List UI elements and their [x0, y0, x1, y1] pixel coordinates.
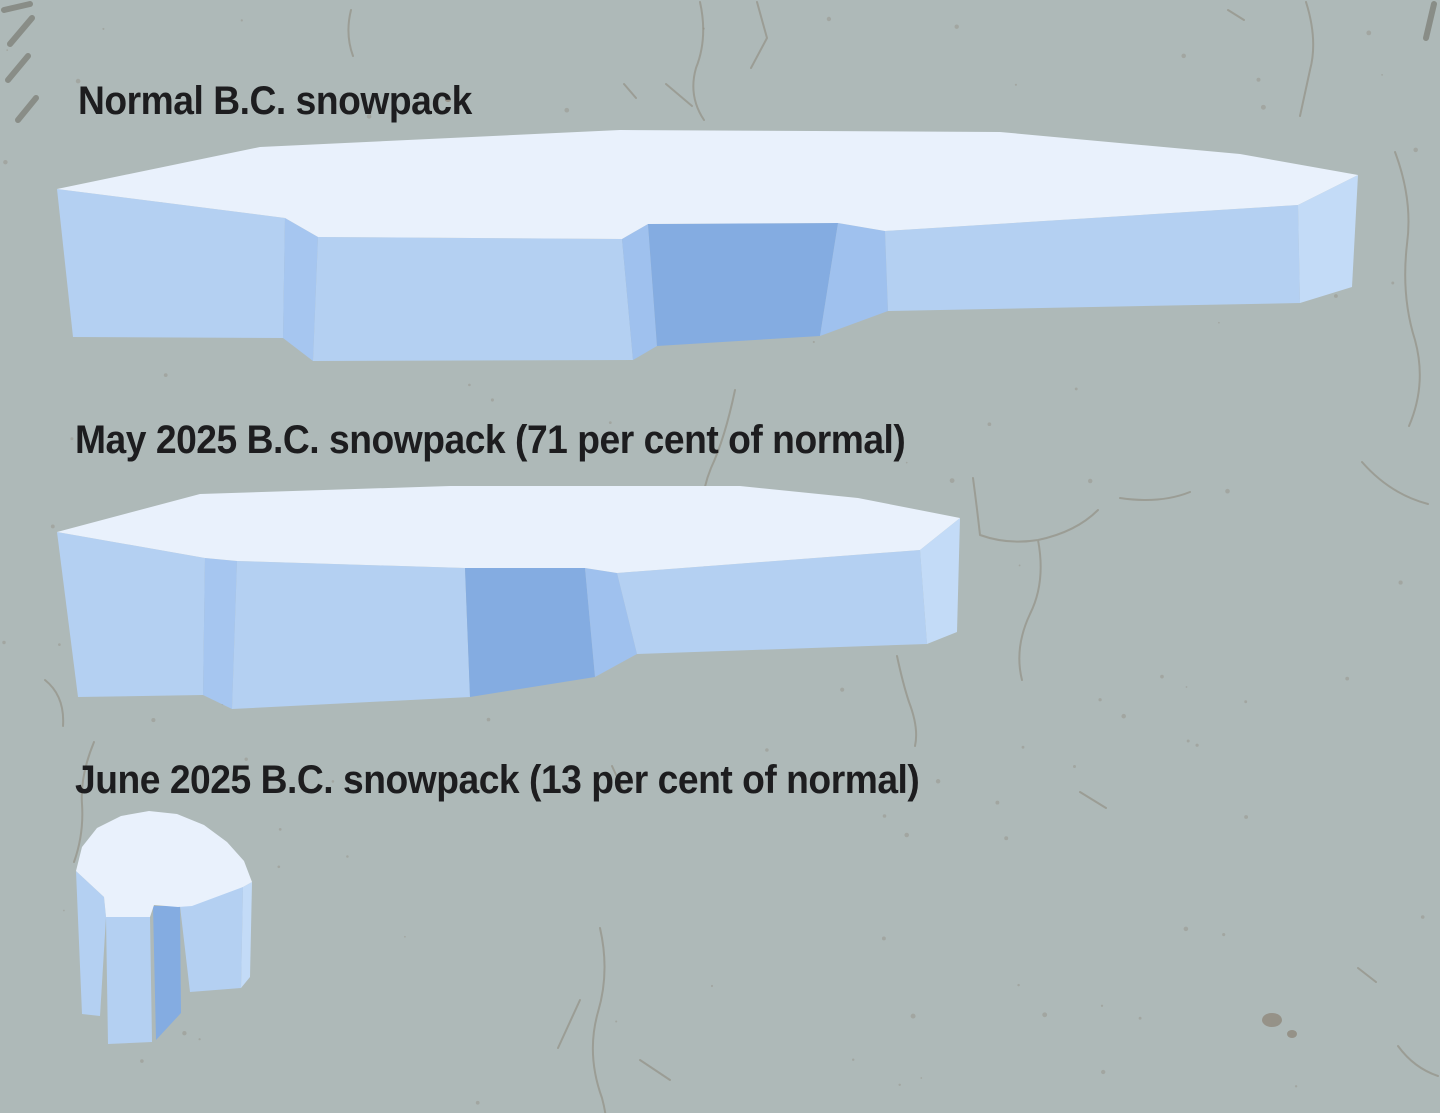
- facet-left-narrow: [283, 218, 318, 361]
- facet-mid-left: [313, 237, 633, 361]
- top-surface: [57, 130, 1358, 239]
- label-normal-snowpack: Normal B.C. snowpack: [78, 79, 472, 123]
- snowpack-may-2025-illustration: [57, 486, 960, 709]
- facet-right-end: [241, 882, 252, 988]
- facet-dark-center: [648, 223, 838, 346]
- facet-mid-narrow: [585, 568, 637, 677]
- dome-top-surface: [76, 811, 252, 917]
- top-surface: [57, 486, 960, 573]
- facet-left: [57, 189, 285, 338]
- facet-right-end: [920, 518, 960, 644]
- facet-right-end: [1298, 175, 1358, 303]
- snowpack-normal-illustration: [57, 130, 1358, 361]
- facet-left: [57, 532, 205, 697]
- facet-dark-center: [153, 906, 181, 1040]
- facet-left: [76, 871, 106, 1016]
- facet-right: [885, 205, 1300, 311]
- facet-dark-center: [465, 568, 595, 697]
- facet-mid-left: [232, 561, 470, 709]
- sediment-blobs: [445, 98, 1297, 1038]
- facet-right: [617, 550, 927, 654]
- facet-mid-narrow: [622, 224, 657, 360]
- facet-left-narrow: [203, 558, 237, 709]
- facet-right: [180, 887, 243, 992]
- corner-crack-marks: [1, 1, 1437, 123]
- label-june-2025-snowpack: June 2025 B.C. snowpack (13 per cent of …: [75, 758, 920, 802]
- snowpack-june-2025-illustration: [76, 811, 252, 1044]
- facet-mid-right-narrow: [820, 223, 888, 336]
- facet-leg: [106, 917, 152, 1044]
- label-may-2025-snowpack: May 2025 B.C. snowpack (71 per cent of n…: [75, 418, 906, 462]
